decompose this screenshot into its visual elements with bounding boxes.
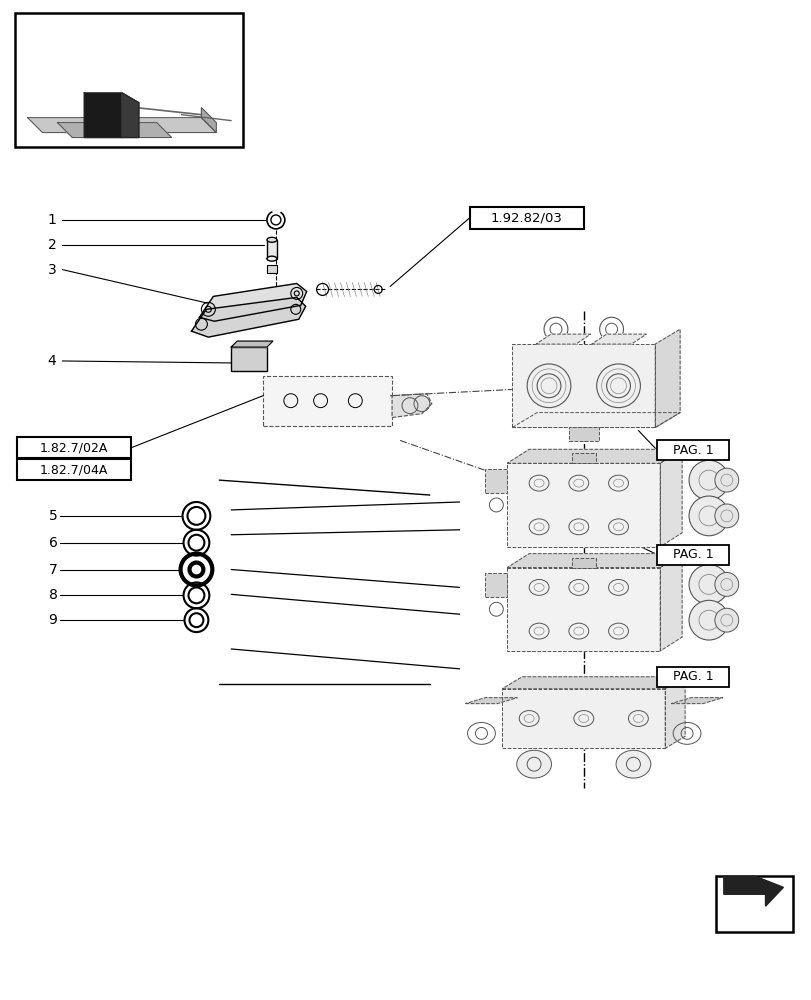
Circle shape (714, 608, 738, 632)
Circle shape (714, 504, 738, 528)
Text: 7: 7 (49, 563, 58, 577)
Bar (485, 469, 507, 493)
Text: 5: 5 (49, 509, 58, 523)
Ellipse shape (267, 237, 277, 242)
Bar (485, 573, 507, 597)
Bar (571, 453, 595, 463)
Polygon shape (231, 341, 272, 347)
Circle shape (689, 565, 728, 604)
Ellipse shape (267, 256, 277, 261)
Bar (656, 667, 728, 687)
Polygon shape (507, 449, 681, 463)
Polygon shape (512, 413, 680, 427)
Bar (17, 459, 131, 480)
Polygon shape (723, 876, 783, 906)
Polygon shape (392, 394, 431, 418)
Polygon shape (201, 108, 216, 133)
Bar (17, 437, 131, 458)
Polygon shape (465, 698, 517, 704)
Polygon shape (507, 554, 681, 568)
Polygon shape (659, 554, 681, 651)
Text: PAG. 1: PAG. 1 (672, 548, 712, 561)
Polygon shape (58, 123, 171, 137)
Text: 8: 8 (49, 588, 58, 602)
Text: 1: 1 (48, 213, 56, 227)
Polygon shape (502, 677, 684, 689)
Polygon shape (84, 93, 122, 137)
Bar (231, 347, 267, 371)
Text: 3: 3 (48, 263, 56, 277)
Polygon shape (507, 463, 659, 547)
Bar (715, 876, 792, 932)
Polygon shape (507, 568, 659, 651)
Bar (15, 13, 242, 147)
Polygon shape (591, 334, 646, 344)
Bar (656, 440, 728, 460)
Polygon shape (28, 118, 216, 133)
Bar (469, 207, 583, 229)
Polygon shape (200, 283, 307, 321)
Text: 6: 6 (49, 536, 58, 550)
Polygon shape (664, 677, 684, 748)
Text: 9: 9 (49, 613, 58, 627)
Bar (267, 240, 277, 259)
Polygon shape (535, 334, 590, 344)
Ellipse shape (516, 750, 551, 778)
Text: 4: 4 (48, 354, 56, 368)
Bar (267, 265, 277, 273)
Polygon shape (654, 329, 680, 427)
Text: 1.82.7/02A: 1.82.7/02A (40, 441, 108, 454)
Text: 1.82.7/04A: 1.82.7/04A (40, 463, 108, 476)
Text: 1.92.82/03: 1.92.82/03 (490, 211, 562, 224)
Text: 2: 2 (48, 238, 56, 252)
Circle shape (689, 600, 728, 640)
Polygon shape (512, 344, 654, 427)
Bar (571, 558, 595, 568)
Text: PAG. 1: PAG. 1 (672, 444, 712, 457)
Bar (569, 427, 598, 441)
Polygon shape (671, 698, 722, 704)
Ellipse shape (616, 750, 650, 778)
Polygon shape (502, 689, 664, 748)
Bar (263, 376, 392, 426)
Circle shape (689, 460, 728, 500)
Bar (656, 545, 728, 565)
Circle shape (689, 496, 728, 536)
Text: PAG. 1: PAG. 1 (672, 670, 712, 683)
Circle shape (714, 468, 738, 492)
Polygon shape (191, 297, 305, 337)
Polygon shape (122, 93, 139, 137)
Circle shape (714, 573, 738, 596)
Polygon shape (659, 449, 681, 547)
